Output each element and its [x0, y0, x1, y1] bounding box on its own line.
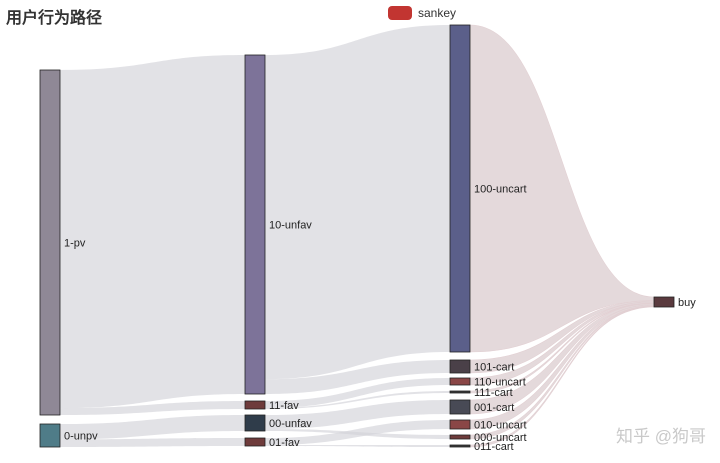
node-1-pv[interactable] — [39, 69, 61, 416]
node-0-unpv[interactable] — [39, 423, 61, 448]
node-011-cart[interactable] — [449, 444, 471, 448]
legend-label: sankey — [418, 6, 457, 20]
node-label-101-cart: 101-cart — [474, 362, 514, 374]
node-label-0-unpv: 0-unpv — [64, 431, 98, 443]
node-101-cart[interactable] — [449, 359, 471, 374]
node-label-010-uncart: 010-uncart — [474, 420, 527, 432]
link-0-unpv-to-01-fav[interactable] — [60, 438, 245, 447]
link-1-pv-to-11-fav[interactable] — [60, 401, 245, 415]
link-0-unpv-to-00-unfav[interactable] — [60, 415, 245, 440]
node-label-01-fav: 01-fav — [269, 437, 300, 449]
node-01-fav[interactable] — [244, 437, 266, 447]
chart-title: 用户行为路径 — [6, 10, 103, 27]
link-01-fav-to-011-cart[interactable] — [265, 445, 450, 447]
node-label-111-cart: 111-cart — [474, 387, 513, 399]
node-110-uncart[interactable] — [449, 377, 471, 386]
nodes-layer — [39, 24, 675, 448]
link-01-fav-to-010-uncart[interactable] — [265, 420, 450, 445]
node-label-10-unfav: 10-unfav — [269, 220, 312, 232]
links-layer — [60, 24, 655, 448]
node-label-001-cart: 001-cart — [474, 402, 514, 414]
link-10-unfav-to-100-uncart[interactable] — [265, 25, 450, 380]
link-11-fav-to-111-cart[interactable] — [265, 391, 450, 409]
labels-layer: 1-pv 0-unpv 10-unfav 11-fav 00-unfav 01-fav 10… — [64, 184, 696, 454]
link-1-pv-to-10-unfav[interactable] — [60, 55, 245, 409]
watermark: 知乎 @狗哥 — [616, 427, 706, 446]
node-label-011-cart: 011-cart — [474, 441, 514, 453]
node-label-000-uncart: 000-uncart — [474, 432, 527, 444]
legend-swatch — [388, 6, 412, 20]
node-label-1-pv: 1-pv — [64, 238, 86, 250]
node-10-unfav[interactable] — [244, 54, 266, 395]
node-00-unfav[interactable] — [244, 414, 266, 432]
node-label-00-unfav: 00-unfav — [269, 418, 312, 430]
link-00-unfav-to-001-cart[interactable] — [265, 400, 450, 429]
node-label-100-uncart: 100-uncart — [474, 184, 527, 196]
link-10-unfav-to-101-cart[interactable] — [265, 360, 450, 394]
node-111-cart[interactable] — [449, 390, 471, 394]
node-11-fav[interactable] — [244, 400, 266, 410]
chart-legend[interactable]: sankey — [388, 6, 456, 20]
link-11-fav-to-110-uncart[interactable] — [265, 378, 450, 408]
link-100-uncart-to-buy[interactable] — [469, 24, 655, 353]
node-label-11-fav: 11-fav — [269, 400, 299, 412]
node-001-cart[interactable] — [449, 399, 471, 415]
node-100-uncart[interactable] — [449, 24, 471, 353]
node-000-uncart[interactable] — [449, 434, 471, 440]
node-label-buy: buy — [678, 297, 696, 309]
node-buy[interactable] — [653, 296, 675, 308]
node-010-uncart[interactable] — [449, 419, 471, 430]
node-label-110-uncart: 110-uncart — [474, 377, 526, 389]
